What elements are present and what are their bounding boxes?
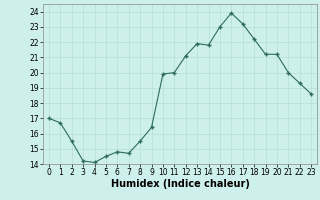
X-axis label: Humidex (Indice chaleur): Humidex (Indice chaleur) (111, 179, 249, 189)
